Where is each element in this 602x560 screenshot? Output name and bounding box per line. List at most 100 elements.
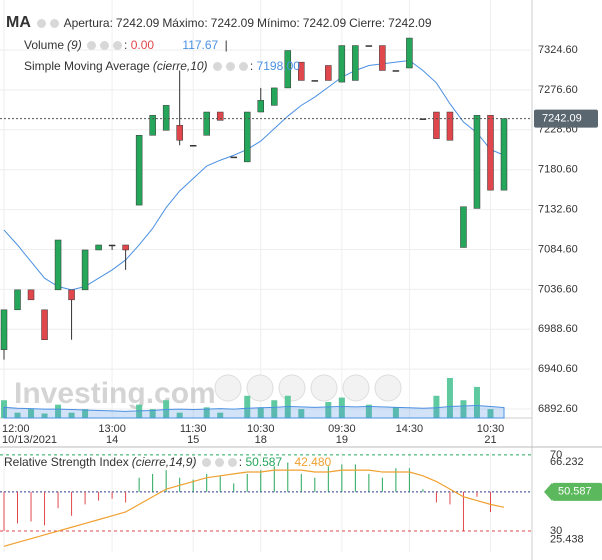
candle-body <box>14 289 21 311</box>
last-price-label: 7242.09 <box>542 113 582 125</box>
toolbar-button[interactable] <box>310 374 338 402</box>
ohlc-value: 7242.09 <box>115 16 160 30</box>
ohlc-value: 7242.09 <box>210 16 255 30</box>
candle-body <box>379 45 386 71</box>
candle-body <box>108 244 116 247</box>
x-tick-date: 15 <box>187 434 199 446</box>
toolbar-button[interactable] <box>342 374 370 402</box>
ohlc-label: Máximo: <box>162 16 208 30</box>
volume-bar <box>271 400 278 418</box>
volume-bar <box>41 413 48 418</box>
sma-name: Simple Moving Average <box>24 59 150 73</box>
x-tick-label: 12:00 <box>2 423 30 435</box>
x-tick-label: 13:00 <box>98 423 126 435</box>
candle-body <box>68 289 75 301</box>
volume-bar <box>217 412 224 418</box>
y-tick-label: 7324.60 <box>538 44 578 56</box>
candle-body <box>122 244 129 251</box>
volume-bar <box>365 404 372 418</box>
candle-body <box>81 249 89 291</box>
y-tick-label: 66.232 <box>550 456 584 468</box>
candle-body <box>54 239 62 291</box>
x-tick-label: 11:30 <box>180 423 207 435</box>
candle-body <box>338 45 346 83</box>
x-tick-date: 14 <box>106 434 118 446</box>
rsi-params: (cierre,14,9) <box>131 455 197 469</box>
y-tick-label: 7036.60 <box>538 283 578 295</box>
volume-bar <box>55 404 62 418</box>
x-tick-label: 10:30 <box>477 423 505 435</box>
y-tick-label: 7180.60 <box>538 164 578 176</box>
candle-body <box>392 70 400 72</box>
volume-bar <box>203 407 210 418</box>
x-tick-date: 21 <box>484 434 496 446</box>
y-tick-label: 7132.60 <box>538 203 578 215</box>
last-price-box <box>534 109 598 128</box>
volume-bar <box>446 378 453 418</box>
volume-bar <box>338 397 345 418</box>
toolbar-button[interactable] <box>214 374 242 402</box>
price-axis-bg <box>532 0 602 560</box>
candle-body <box>203 111 210 136</box>
volume-bar <box>298 409 305 418</box>
ohlc-label: Mínimo: <box>257 16 300 30</box>
rsi-value-box <box>552 482 602 501</box>
volume-bar <box>392 407 399 418</box>
candle-body <box>473 115 481 209</box>
volume-bar <box>473 386 480 418</box>
toolbar-button[interactable] <box>374 374 402 402</box>
volume-bar <box>433 395 440 418</box>
x-tick-date: 19 <box>336 434 348 446</box>
candle-body <box>162 105 170 131</box>
y-tick-label: 6940.60 <box>538 363 578 375</box>
y-tick-label: 6988.60 <box>538 323 578 335</box>
x-tick-label: 14:30 <box>396 423 424 435</box>
x-tick-date: 18 <box>255 434 267 446</box>
candle-body <box>352 45 359 81</box>
watermark: Investing.com <box>14 377 216 410</box>
symbol: MA <box>6 14 31 31</box>
candle-body <box>433 111 440 139</box>
ohlc-label: Cierre: <box>349 16 386 30</box>
candle-body <box>27 289 35 301</box>
candle-body <box>406 37 413 69</box>
x-tick-label: 09:30 <box>328 423 356 435</box>
volume-bar <box>325 402 332 418</box>
candle-body <box>149 115 156 136</box>
sma-legend: Simple Moving Average (cierre,10) : 7198.… <box>24 59 300 73</box>
candle-body <box>189 145 197 147</box>
volume-value: 0.00 <box>130 38 155 52</box>
y-tick-label: 25.438 <box>550 534 584 546</box>
candle-body <box>487 115 494 191</box>
volume-bar <box>14 412 21 418</box>
candle-body <box>176 125 183 141</box>
candle-body <box>460 206 467 248</box>
volume-name: Volume <box>24 38 65 52</box>
candle-body <box>284 50 292 89</box>
ohlc-legend: MA Apertura: 7242.09 Máximo: 7242.09 Mínimo:… <box>6 14 435 32</box>
volume-bar <box>68 412 75 418</box>
x-tick-date: 10/13/2021 <box>2 434 57 446</box>
y-tick-label: 7084.60 <box>538 243 578 255</box>
rsi-legend: Relative Strength Index (cierre,14,9) : 5… <box>4 455 332 469</box>
volume-ma-area <box>3 405 505 419</box>
candle-body <box>95 244 102 251</box>
toolbar-button[interactable] <box>246 374 274 402</box>
candle-body <box>230 156 237 159</box>
toolbar-button[interactable] <box>278 374 306 402</box>
candle-body <box>298 61 305 81</box>
candle-body <box>135 135 143 206</box>
rsi-value-label: 50.587 <box>558 486 592 498</box>
candle-body <box>243 111 251 163</box>
volume-bar <box>244 395 251 418</box>
ohlc-value: 7242.09 <box>302 16 347 30</box>
volume-bar <box>257 407 264 418</box>
volume-bar <box>82 409 89 418</box>
sma-value: 7198.00 <box>256 59 300 73</box>
volume-bar <box>149 409 156 418</box>
candle-body <box>271 87 278 106</box>
candle-body <box>365 45 373 47</box>
signal-value: 42.480 <box>294 455 332 469</box>
candle-body <box>311 80 319 82</box>
